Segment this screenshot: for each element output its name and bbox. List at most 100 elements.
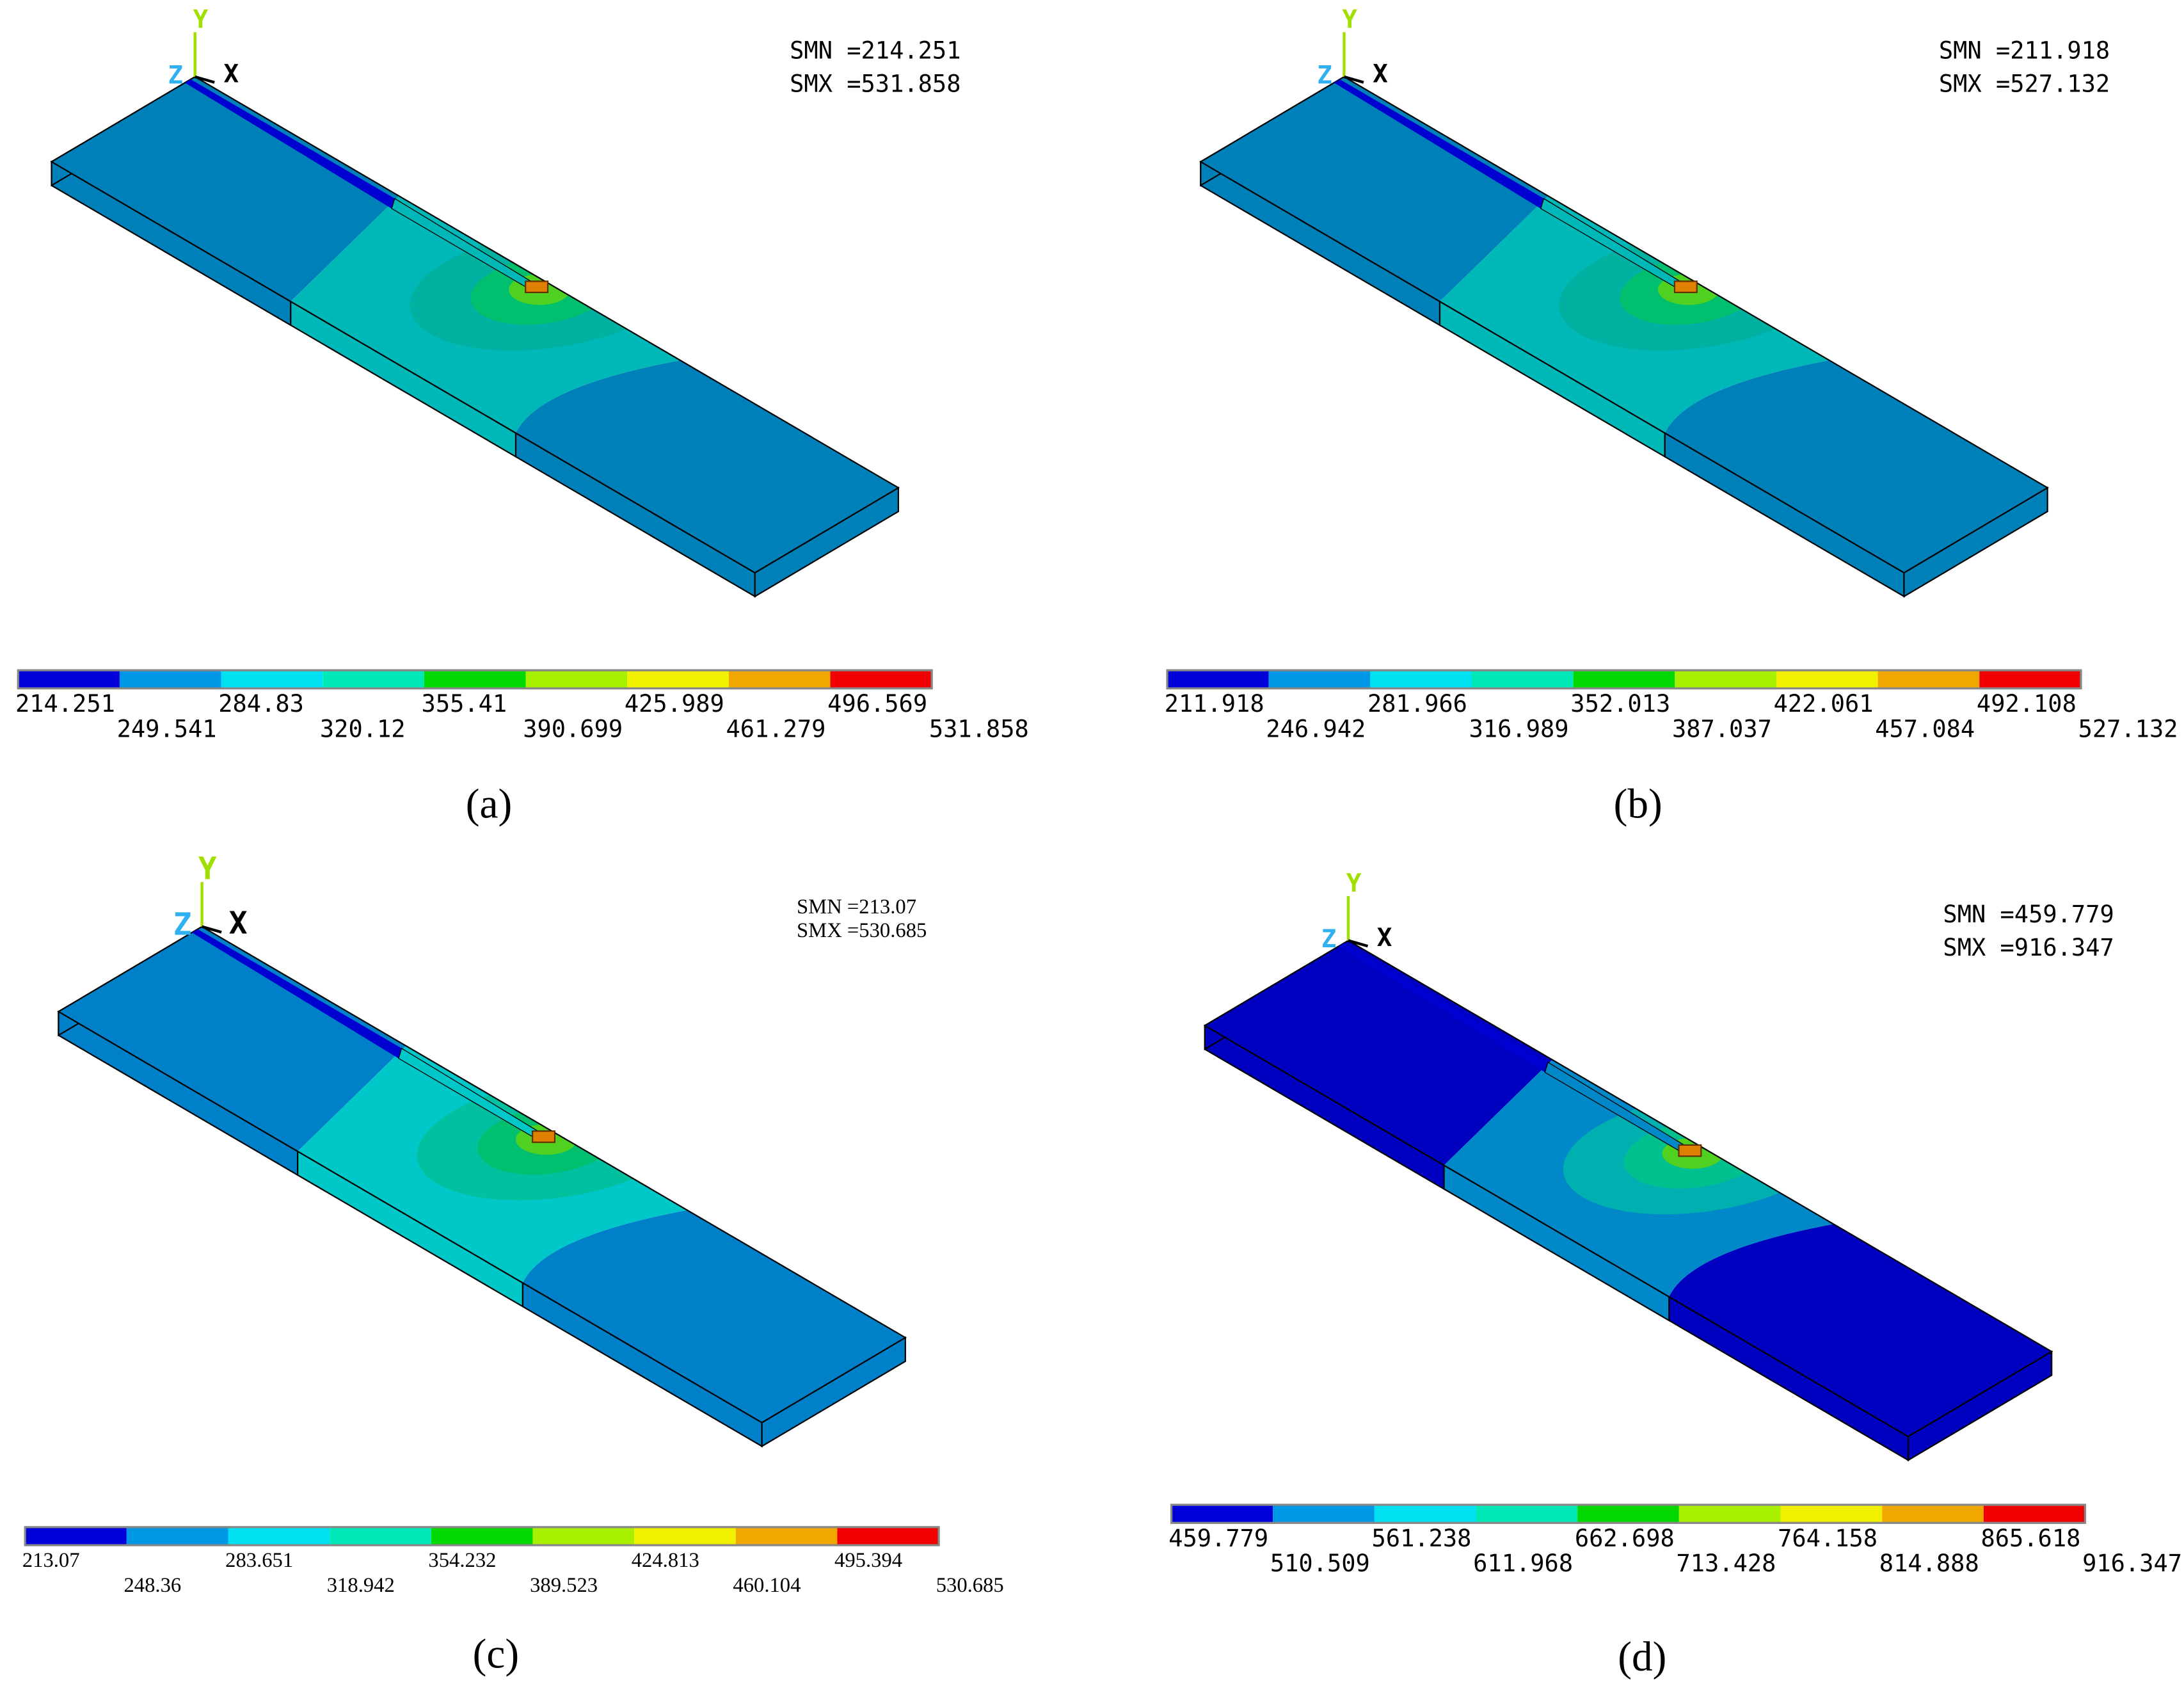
legend-value: 457.084	[1875, 715, 1975, 742]
axis-label-x: X	[1373, 60, 1388, 88]
legend-value: 459.779	[1168, 1525, 1268, 1552]
plate-top	[51, 76, 399, 302]
legend-swatch	[1273, 1505, 1375, 1523]
axis-label-x: X	[229, 906, 248, 942]
axis-x	[202, 925, 222, 934]
axis-label-z: Z	[1321, 925, 1337, 954]
legend-value: 316.989	[1469, 715, 1569, 742]
axis-label-x: X	[1377, 924, 1392, 952]
legend-swatch	[525, 670, 628, 689]
smn-label: SMN =214.251	[790, 36, 960, 64]
legend-value: 916.347	[2082, 1550, 2182, 1577]
legend-value: 814.888	[1879, 1550, 1979, 1577]
legend-swatch	[1374, 1505, 1476, 1523]
legend-value: 492.108	[1977, 690, 2076, 718]
legend-value: 318.942	[327, 1574, 395, 1597]
smn-label: SMN =213.07	[797, 895, 916, 918]
heat-source	[1673, 280, 1698, 293]
panel-caption: (b)	[1614, 782, 1662, 828]
legend-swatch	[424, 670, 526, 689]
panel-caption: (c)	[473, 1631, 519, 1677]
axis-x	[1343, 75, 1364, 84]
plate-top	[1669, 1224, 2052, 1437]
legend-swatch	[1675, 670, 1776, 689]
legend-swatch	[1171, 1505, 1273, 1523]
legend-swatch	[1979, 670, 2081, 689]
legend-value: 389.523	[530, 1574, 598, 1597]
panel: YZ X SMN =214.251 SMX =531.858 214.251249.54…	[15, 5, 1029, 827]
weld-strip	[191, 929, 402, 1059]
legend-value: 355.41	[422, 690, 507, 718]
legend-value: 764.158	[1778, 1525, 1877, 1552]
legend-value: 510.509	[1270, 1550, 1370, 1577]
axis-label-y: Y	[1346, 869, 1362, 898]
plate-outline	[1199, 76, 2049, 574]
legend-swatch	[228, 1527, 330, 1546]
legend-value: 424.813	[632, 1549, 699, 1572]
axis-label-z: Z	[1317, 61, 1332, 90]
legend-value: 390.699	[523, 715, 623, 742]
plate-top	[58, 926, 406, 1151]
plate-top	[1204, 940, 1552, 1166]
legend-value: 865.618	[1981, 1525, 2080, 1552]
legend-value: 248.36	[124, 1574, 181, 1597]
legend-swatch	[735, 1527, 838, 1546]
legend-swatch	[1167, 670, 1269, 689]
legend-frame	[24, 1526, 940, 1546]
smx-label: SMX =531.858	[790, 70, 960, 98]
plate-top	[516, 360, 898, 573]
plate-top	[1200, 76, 1549, 302]
panel-caption: (d)	[1618, 1634, 1666, 1680]
panel: YZ X SMN =211.918 SMX =527.132 211.918246.94…	[1165, 5, 2178, 827]
legend-frame	[1170, 1504, 2087, 1524]
axis-label-y: Y	[1342, 5, 1357, 34]
legend-swatch	[1573, 670, 1675, 689]
legend-value: 214.251	[15, 690, 115, 718]
legend-value: 320.12	[320, 715, 406, 742]
axis-x	[195, 75, 215, 84]
weld-strip	[1338, 943, 1549, 1073]
plate-top	[1664, 360, 2048, 573]
legend-value: 561.238	[1372, 1525, 1472, 1552]
plate-outline	[50, 76, 900, 574]
legend-value: 387.037	[1672, 715, 1772, 742]
smx-label: SMX =916.347	[1943, 934, 2114, 961]
legend-swatch	[323, 670, 424, 689]
axis-label-z: Z	[168, 61, 183, 90]
legend-swatch	[634, 1527, 736, 1546]
plate-top	[522, 1210, 905, 1423]
legend-value: 611.968	[1473, 1550, 1573, 1577]
legend-frame	[1166, 669, 2082, 690]
legend-swatch	[830, 670, 932, 689]
legend-swatch	[1577, 1505, 1679, 1523]
legend-swatch	[431, 1527, 533, 1546]
legend-swatch	[1877, 670, 1980, 689]
legend-value: 495.394	[834, 1549, 902, 1572]
smx-label: SMX =530.685	[797, 919, 927, 942]
legend-swatch	[1476, 1505, 1578, 1523]
legend-swatch	[330, 1527, 431, 1546]
legend-swatch	[837, 1527, 939, 1546]
legend-swatch	[1370, 670, 1472, 689]
smx-label: SMX =527.132	[1939, 70, 2110, 98]
weld-strip	[1334, 79, 1544, 209]
panel-caption: (a)	[466, 782, 512, 828]
legend-value: 527.132	[2078, 715, 2178, 742]
legend-value: 283.651	[225, 1549, 293, 1572]
smn-label: SMN =459.779	[1943, 901, 2114, 928]
axis-label-y: Y	[193, 5, 209, 34]
plate-outline	[57, 926, 907, 1423]
legend-value: 422.061	[1774, 690, 1874, 718]
legend-value: 213.07	[22, 1549, 80, 1572]
legend-value: 425.989	[625, 690, 724, 718]
legend-swatch	[627, 670, 729, 689]
legend-value: 461.279	[726, 715, 826, 742]
legend-swatch	[1983, 1505, 2085, 1523]
legend-swatch	[1472, 670, 1574, 689]
legend-swatch	[1268, 670, 1371, 689]
smn-label: SMN =211.918	[1939, 36, 2110, 64]
plate-outline	[1203, 940, 2053, 1438]
weld-strip	[185, 79, 395, 209]
legend-swatch	[126, 1527, 228, 1546]
axis-label-x: X	[224, 60, 239, 88]
